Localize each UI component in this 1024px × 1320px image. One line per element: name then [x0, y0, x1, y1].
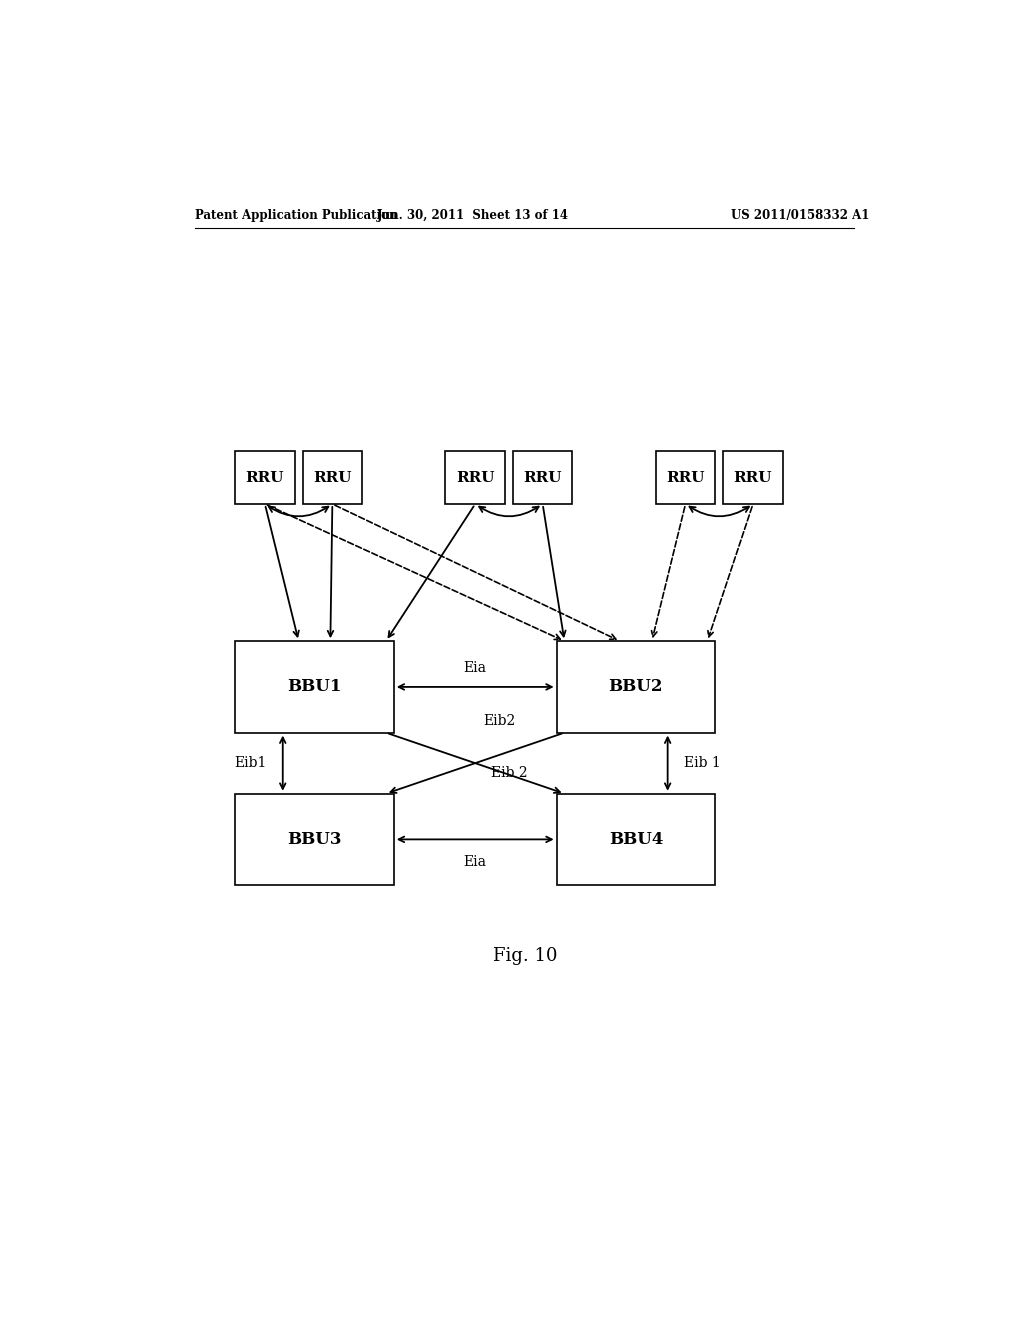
- Text: Jun. 30, 2011  Sheet 13 of 14: Jun. 30, 2011 Sheet 13 of 14: [377, 209, 569, 222]
- Bar: [445, 451, 505, 504]
- Bar: [303, 451, 362, 504]
- Text: Fig. 10: Fig. 10: [493, 948, 557, 965]
- Text: Eia: Eia: [464, 854, 486, 869]
- Text: US 2011/0158332 A1: US 2011/0158332 A1: [731, 209, 869, 222]
- Text: Eib1: Eib1: [234, 756, 267, 770]
- Bar: [513, 451, 572, 504]
- Text: RRU: RRU: [667, 470, 705, 484]
- Text: BBU4: BBU4: [608, 830, 664, 847]
- Bar: [557, 642, 716, 733]
- Bar: [655, 451, 715, 504]
- Text: Eib 2: Eib 2: [492, 767, 527, 780]
- Text: RRU: RRU: [523, 470, 562, 484]
- Text: BBU3: BBU3: [288, 830, 342, 847]
- Bar: [236, 451, 295, 504]
- Text: RRU: RRU: [456, 470, 495, 484]
- Bar: [723, 451, 782, 504]
- Text: RRU: RRU: [313, 470, 351, 484]
- Bar: [236, 642, 394, 733]
- Bar: [236, 793, 394, 886]
- Text: Eib 1: Eib 1: [684, 756, 720, 770]
- Text: Eia: Eia: [464, 661, 486, 675]
- Text: Patent Application Publication: Patent Application Publication: [196, 209, 398, 222]
- Text: RRU: RRU: [734, 470, 772, 484]
- Text: Eib2: Eib2: [483, 714, 515, 727]
- Text: BBU1: BBU1: [288, 678, 342, 696]
- Text: BBU2: BBU2: [608, 678, 664, 696]
- Bar: [557, 793, 716, 886]
- Text: RRU: RRU: [246, 470, 284, 484]
